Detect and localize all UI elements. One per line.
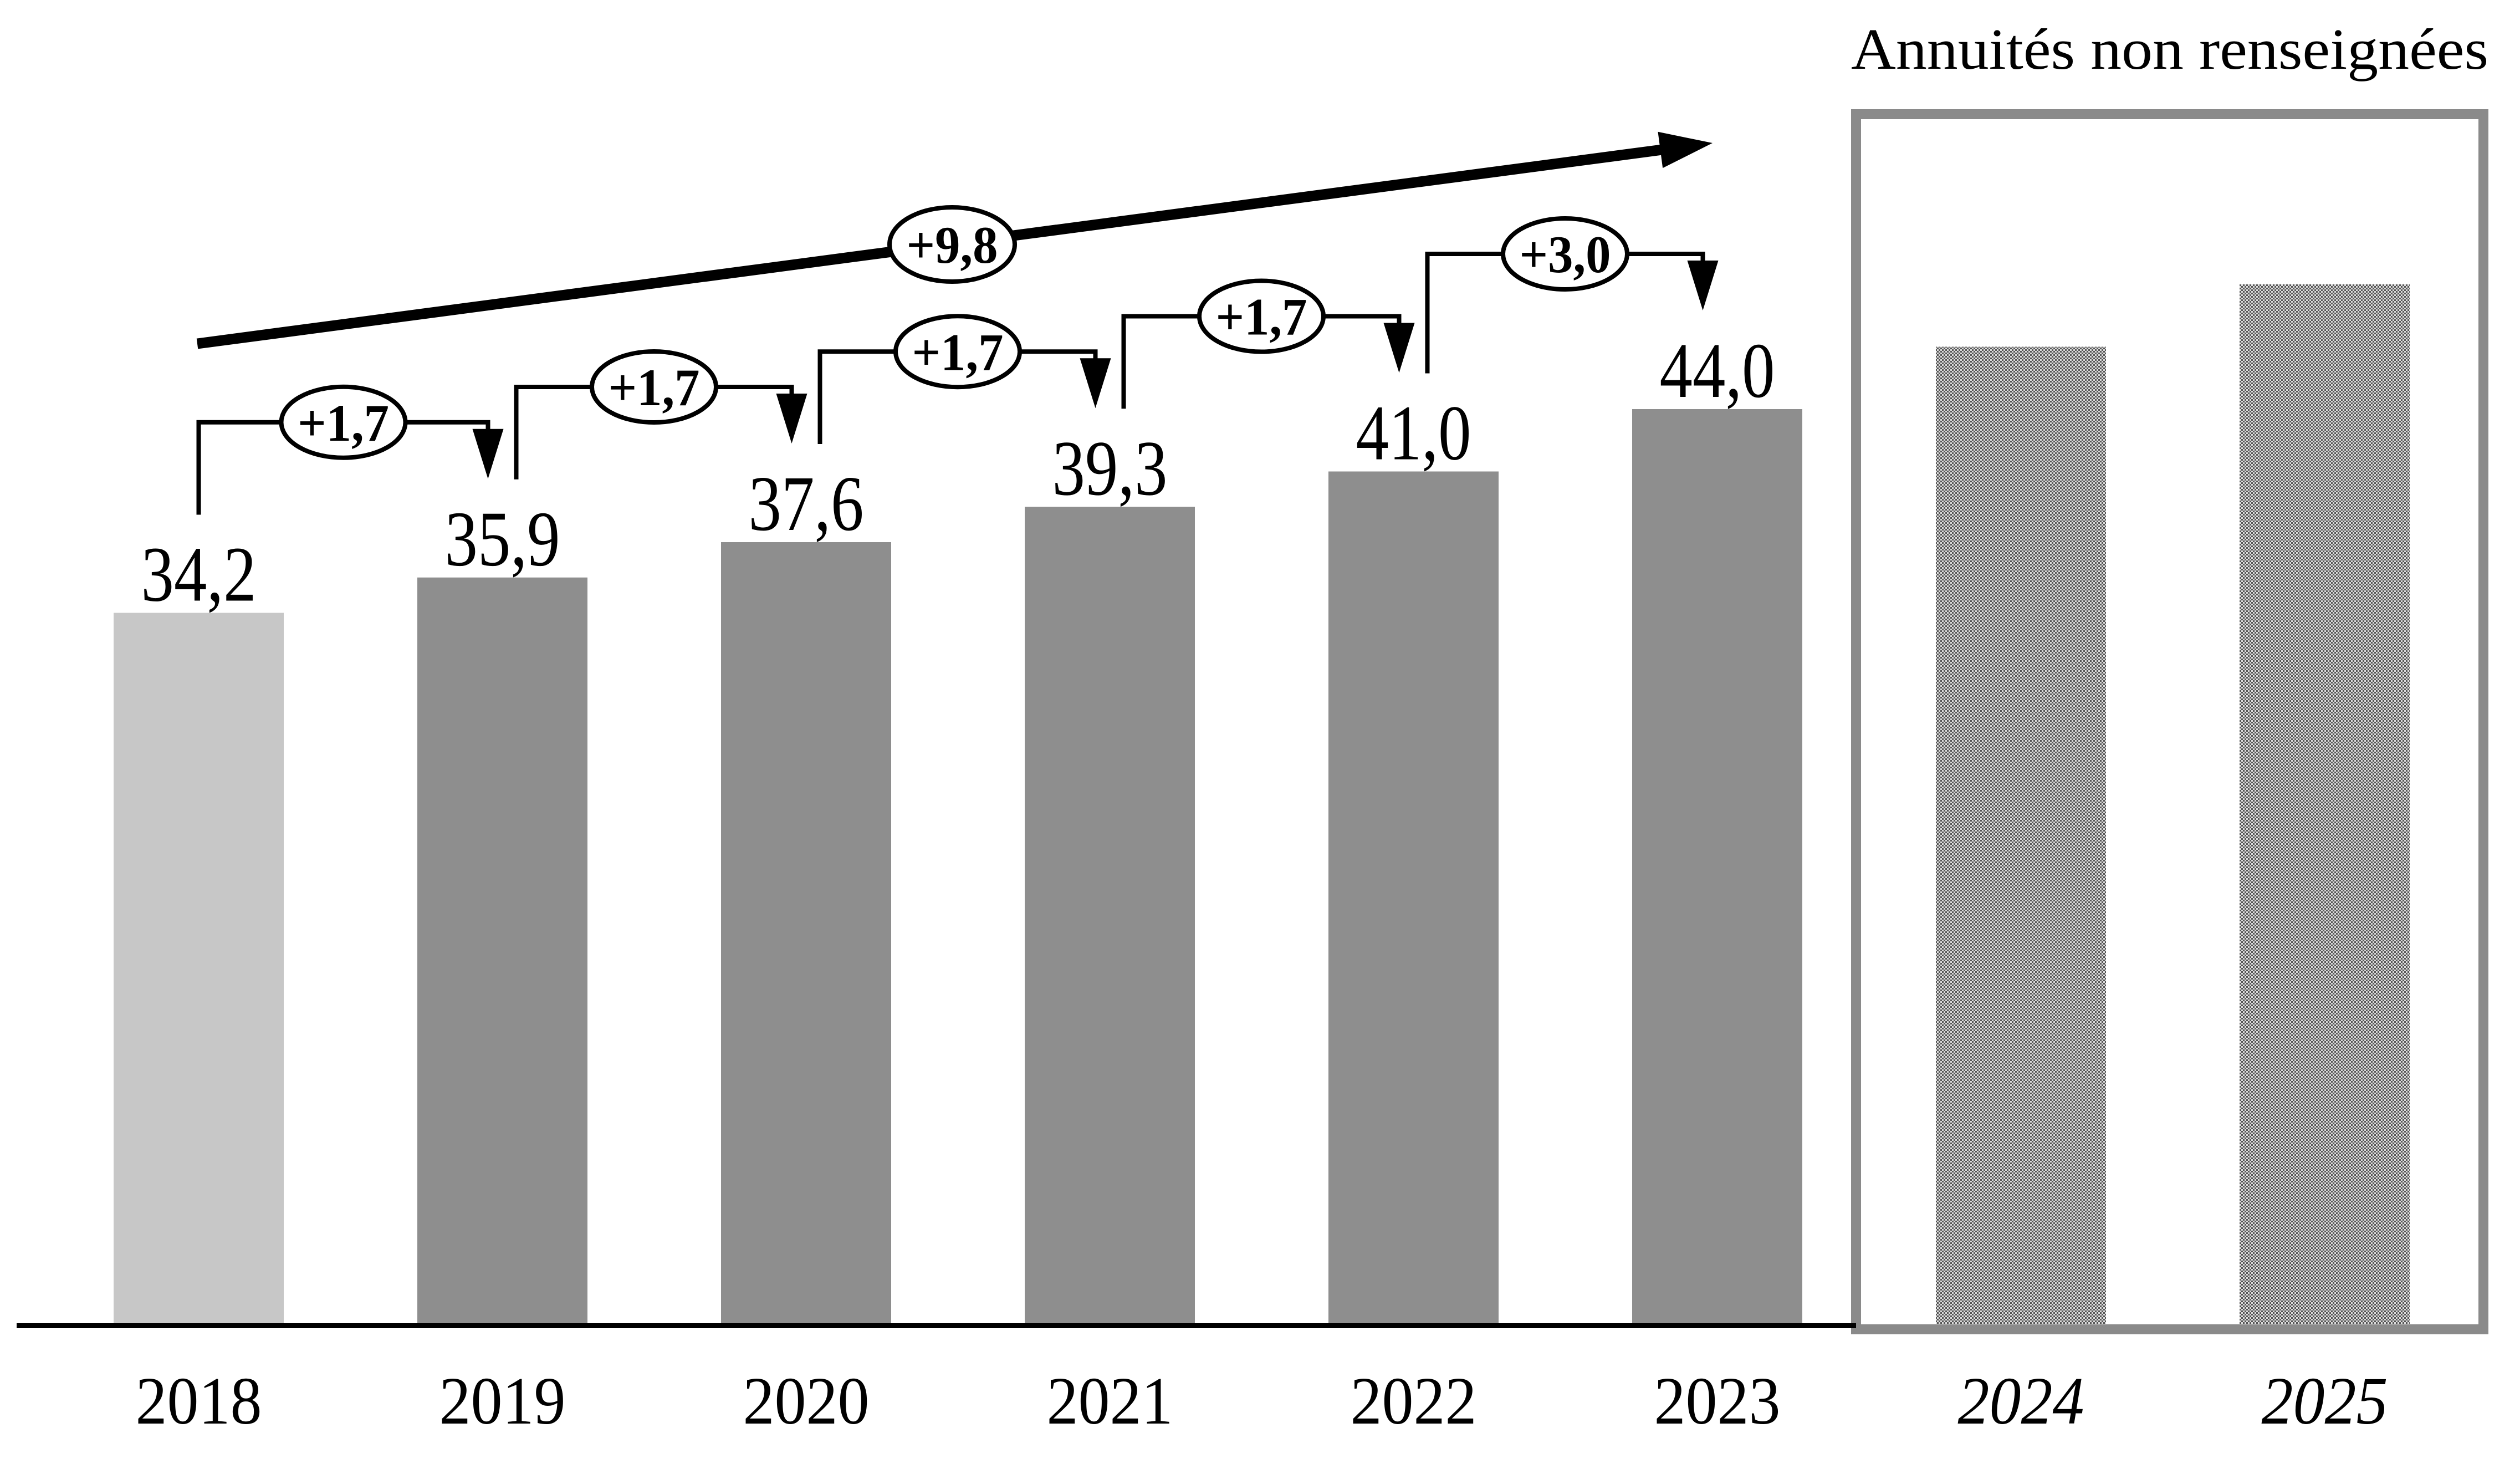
trend-badge [887, 205, 1017, 284]
year-label-2021: 2021 [1047, 1364, 1173, 1439]
bar-2018 [114, 613, 284, 1324]
value-label-2020: 37,6 [749, 460, 864, 547]
year-label-2023: 2023 [1654, 1364, 1781, 1439]
down-arrowhead-2020 [776, 394, 807, 443]
bar-2024 [1936, 346, 2106, 1324]
increment-badge-2018-2019 [279, 384, 408, 460]
value-label-2022: 41,0 [1356, 389, 1471, 477]
increment-badge-2022-2023-label: +3,0 [1520, 225, 1611, 284]
down-arrowhead-2021 [1080, 358, 1111, 409]
increment-badge-2022-2023 [1501, 216, 1629, 292]
bar-2019 [417, 577, 587, 1324]
bar-2022 [1328, 471, 1499, 1324]
x-axis-line [17, 1323, 1856, 1328]
bar-2023 [1632, 409, 1802, 1324]
uncertainty-box [1851, 109, 2488, 1334]
value-label-2019: 35,9 [445, 495, 560, 583]
uncertain-box-title: Annuités non renseignées [1851, 17, 2488, 81]
down-arrowhead-2023 [1687, 261, 1719, 310]
increment-badge-2019-2020-label: +1,7 [609, 358, 700, 417]
year-label-2020: 2020 [743, 1364, 870, 1439]
trend-arrowhead [1658, 131, 1713, 169]
year-label-2018: 2018 [136, 1364, 262, 1439]
year-label-2022: 2022 [1351, 1364, 1477, 1439]
chart-generated-content: +1,7 +1,7 +1,7 +1,7 +3,0 +9,8 34,2 35,9 37,6 39,3… [17, 131, 2410, 1439]
value-label-2023: 44,0 [1660, 327, 1775, 414]
increment-badge-2020-2021-label: +1,7 [912, 323, 1004, 381]
down-arrowhead-2022 [1383, 323, 1415, 373]
bar-2020 [721, 542, 891, 1324]
value-label-2021: 39,3 [1052, 424, 1168, 512]
down-arrowhead-2019 [472, 429, 504, 479]
increment-badge-2021-2022 [1197, 278, 1326, 354]
increment-badge-2020-2021 [893, 314, 1022, 390]
year-label-2019: 2019 [439, 1364, 566, 1439]
bar-2021 [1025, 507, 1195, 1324]
year-label-2025: 2025 [2262, 1364, 2388, 1439]
bar-2025 [2240, 284, 2410, 1324]
value-label-2018: 34,2 [141, 531, 257, 618]
increment-badge-2021-2022-label: +1,7 [1216, 288, 1307, 346]
increment-badge-2019-2020 [590, 349, 718, 425]
increment-badge-2018-2019-label: +1,7 [298, 394, 389, 452]
year-label-2024: 2024 [1958, 1364, 2084, 1439]
trend-badge-label: +9,8 [907, 216, 998, 274]
